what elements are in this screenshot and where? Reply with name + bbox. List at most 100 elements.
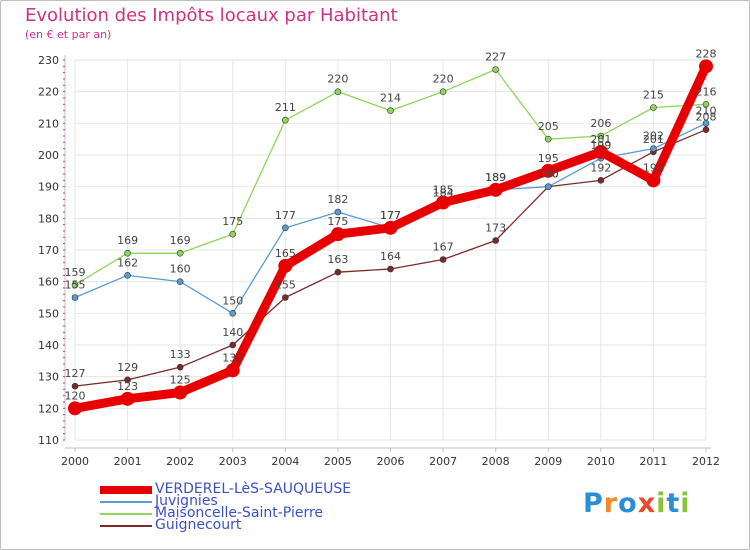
logo-letter: r: [603, 488, 619, 519]
data-label: 175: [222, 215, 243, 228]
data-point: [593, 144, 608, 159]
data-label: 155: [65, 279, 86, 292]
y-tick-label: 190: [38, 181, 59, 194]
x-tick-label: 2006: [377, 455, 405, 468]
data-label: 189: [485, 171, 506, 184]
chart-title: Evolution des Impôts locaux par Habitant: [25, 5, 398, 26]
data-label: 228: [696, 47, 717, 60]
data-label: 123: [117, 380, 138, 393]
data-label: 184: [433, 187, 454, 200]
data-point: [124, 249, 131, 257]
data-point: [71, 382, 79, 390]
y-tick-label: 180: [38, 212, 59, 225]
data-point: [124, 376, 131, 384]
data-point: [488, 182, 503, 197]
data-label: 220: [433, 73, 454, 86]
data-label: 160: [170, 263, 191, 276]
data-label: 155: [275, 279, 296, 292]
chart-subtitle: (en € et par an): [25, 28, 112, 41]
data-label: 210: [696, 104, 717, 117]
data-point: [229, 310, 237, 317]
x-tick-label: 2002: [166, 455, 194, 468]
x-tick-label: 2009: [534, 455, 562, 468]
data-point: [282, 116, 289, 124]
y-tick-label: 230: [38, 54, 59, 67]
data-label: 120: [65, 389, 86, 402]
data-point: [176, 363, 184, 371]
data-point: [229, 230, 237, 238]
data-point: [597, 177, 605, 184]
data-label: 177: [380, 209, 401, 222]
data-point: [383, 220, 398, 235]
data-point: [334, 208, 342, 216]
data-point: [544, 183, 552, 190]
data-label: 163: [327, 253, 348, 266]
legend-swatch: [100, 501, 152, 503]
data-point: [492, 237, 499, 244]
data-point: [492, 66, 499, 73]
data-point: [282, 224, 289, 232]
logo-letter: P: [583, 488, 604, 519]
x-tick-label: 2001: [114, 455, 142, 468]
data-point: [702, 126, 710, 133]
data-label: 125: [170, 374, 191, 387]
data-label: 140: [222, 326, 243, 339]
x-tick-label: 2000: [61, 455, 89, 468]
data-point: [439, 256, 447, 263]
x-tick-label: 2011: [639, 455, 667, 468]
x-tick-label: 2007: [429, 455, 457, 468]
x-tick-label: 2008: [482, 455, 510, 468]
data-point: [229, 341, 237, 349]
series-0: [68, 59, 713, 416]
data-label: 175: [327, 215, 348, 228]
legend-label: VERDEREL-LèS-SAUQUEUSE: [155, 481, 352, 497]
x-tick-label: 2012: [692, 455, 720, 468]
data-label: 202: [643, 130, 664, 143]
data-label: 177: [380, 209, 401, 222]
data-label: 220: [327, 73, 348, 86]
legend-item: VERDEREL-LèS-SAUQUEUSE: [100, 481, 400, 498]
data-point: [71, 281, 79, 289]
data-label: 192: [590, 161, 611, 174]
x-tick-label: 2003: [219, 455, 247, 468]
logo-letter: i: [680, 488, 691, 519]
legend-item: Maisoncelle-Saint-Pierre: [100, 505, 400, 522]
data-label: 177: [275, 209, 296, 222]
y-tick-label: 200: [38, 149, 59, 162]
logo-letter: o: [618, 488, 638, 519]
data-label: 159: [65, 266, 86, 279]
data-label: 216: [696, 85, 717, 98]
data-label: 133: [170, 348, 191, 361]
data-label: 201: [590, 133, 611, 146]
data-point: [173, 385, 188, 400]
data-point: [541, 163, 556, 178]
data-label: 169: [170, 234, 191, 247]
data-label: 165: [275, 247, 296, 260]
data-point: [282, 294, 289, 301]
x-tick-label: 2010: [587, 455, 615, 468]
data-point: [334, 88, 342, 95]
data-point: [597, 132, 605, 140]
logo-letter: t: [666, 488, 681, 519]
data-label: 150: [222, 294, 243, 307]
data-label: 214: [380, 92, 401, 105]
data-label: 190: [538, 168, 559, 181]
data-point: [650, 145, 657, 152]
data-label: 182: [327, 193, 348, 206]
legend-label: Guignecourt: [155, 517, 242, 533]
data-point: [439, 88, 447, 95]
data-label: 227: [485, 51, 506, 64]
data-label: 127: [65, 367, 86, 380]
legend-label: Juvignies: [155, 493, 218, 509]
legend-item: Juvignies: [100, 493, 400, 510]
data-point: [120, 391, 135, 406]
data-label: 162: [117, 256, 138, 269]
logo-letter: i: [656, 488, 667, 519]
y-tick-label: 140: [38, 339, 59, 352]
data-label: 189: [485, 171, 506, 184]
y-tick-label: 120: [38, 402, 59, 415]
data-point: [436, 195, 451, 210]
data-point: [387, 265, 394, 273]
data-point: [278, 258, 293, 273]
